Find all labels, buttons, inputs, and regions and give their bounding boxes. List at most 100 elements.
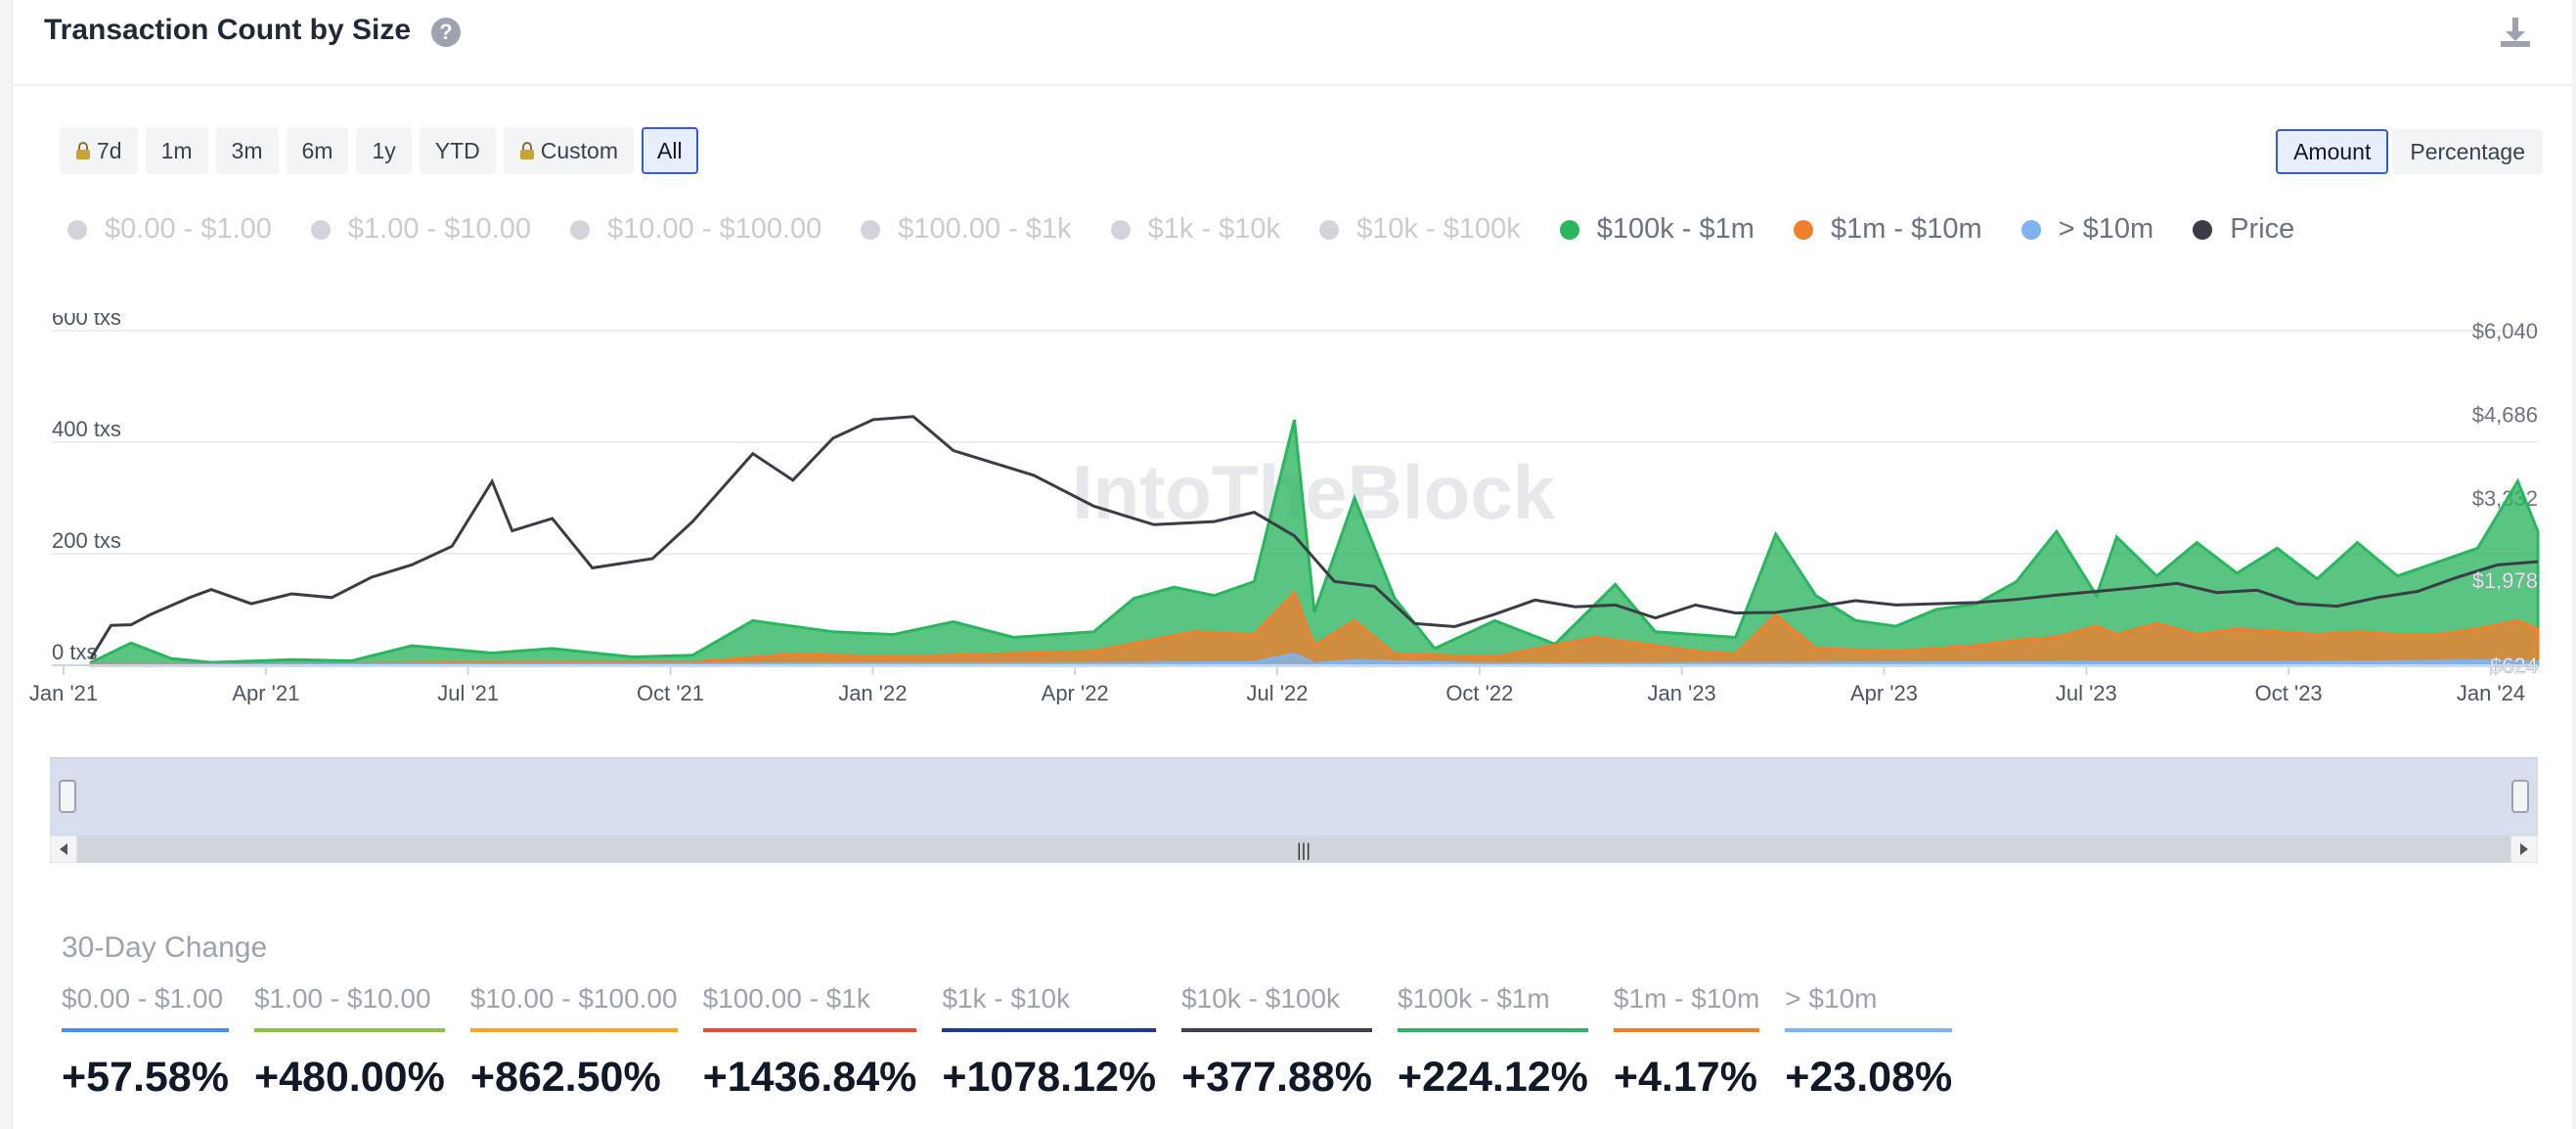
y-axis-tick-label: 0 txs bbox=[52, 640, 97, 664]
legend-label: $1m - $10m bbox=[1830, 213, 1982, 245]
range-navigator[interactable]: ||| bbox=[50, 757, 2538, 863]
price-axis-tick-label: $4,686 bbox=[2472, 403, 2538, 428]
legend-item[interactable]: > $10m bbox=[2021, 213, 2154, 246]
x-axis-tick-label: Apr '21 bbox=[232, 681, 299, 704]
time-range-selector: 7d 1m 3m 6m 1y YTD Custom All bbox=[60, 127, 698, 174]
x-axis-tick-label: Jan '21 bbox=[29, 681, 98, 704]
x-axis-tick-label: Jan '23 bbox=[1648, 681, 1716, 704]
legend-item[interactable]: Price bbox=[2193, 213, 2294, 246]
stat-label: $0.00 - $1.00 bbox=[62, 983, 229, 1032]
legend-marker bbox=[1793, 219, 1813, 240]
range-button-label: 3m bbox=[231, 137, 263, 163]
legend-marker bbox=[569, 219, 590, 240]
stat-label: $100.00 - $1k bbox=[702, 983, 917, 1032]
scroll-right-arrow-icon bbox=[2520, 843, 2528, 855]
range-button-1y[interactable]: 1y bbox=[356, 127, 412, 174]
legend-marker bbox=[1559, 219, 1579, 240]
legend-marker bbox=[67, 219, 87, 240]
stat-label: $1.00 - $10.00 bbox=[253, 983, 445, 1032]
legend-label: > $10m bbox=[2058, 213, 2154, 245]
card-header: Transaction Count by Size ? bbox=[13, 0, 2572, 86]
x-axis-tick-label: Jan '22 bbox=[838, 681, 907, 704]
legend-item[interactable]: $100.00 - $1k bbox=[861, 213, 1072, 246]
x-axis-tick-label: Oct '23 bbox=[2255, 681, 2323, 704]
price-line bbox=[89, 415, 2539, 659]
x-axis-tick-label: Oct '21 bbox=[637, 681, 704, 704]
stat-value: +377.88% bbox=[1181, 1054, 1373, 1101]
range-button-3m[interactable]: 3m bbox=[215, 127, 279, 174]
legend-label: $100k - $1m bbox=[1596, 213, 1754, 245]
legend-label: $10k - $100k bbox=[1356, 213, 1521, 245]
stat-value: +224.12% bbox=[1398, 1054, 1588, 1101]
range-button-ytd[interactable]: YTD bbox=[419, 127, 496, 174]
y-axis-tick-label: 200 txs bbox=[52, 528, 121, 553]
navigator-selection bbox=[50, 757, 2538, 835]
x-axis-tick-label: Oct '22 bbox=[1445, 681, 1513, 704]
legend-label: $10.00 - $100.00 bbox=[606, 213, 822, 245]
navigator-right-handle[interactable] bbox=[2511, 780, 2529, 813]
stat-item: $1.00 - $10.00 +480.00% bbox=[253, 983, 445, 1102]
download-icon[interactable] bbox=[2496, 14, 2535, 53]
stat-item: $100.00 - $1k +1436.84% bbox=[702, 983, 917, 1102]
x-axis-tick-label: Jul '23 bbox=[2056, 681, 2117, 704]
x-axis-tick-label: Jul '21 bbox=[437, 681, 499, 704]
legend-label: Price bbox=[2230, 213, 2295, 245]
range-button-label: All bbox=[657, 137, 683, 163]
stat-item: $10.00 - $100.00 +862.50% bbox=[469, 983, 678, 1102]
range-button-label: 6m bbox=[301, 137, 333, 163]
legend-item[interactable]: $10k - $100k bbox=[1319, 213, 1521, 246]
stat-item: $10k - $100k +377.88% bbox=[1181, 983, 1373, 1102]
stat-label: $100k - $1m bbox=[1398, 983, 1588, 1032]
legend-item[interactable]: $1m - $10m bbox=[1793, 213, 1982, 246]
stat-value: +1436.84% bbox=[702, 1054, 917, 1101]
range-button-1m[interactable]: 1m bbox=[145, 127, 208, 174]
stats-title: 30-Day Change bbox=[62, 931, 268, 964]
mode-button-amount[interactable]: Amount bbox=[2276, 129, 2389, 174]
stat-label: > $10m bbox=[1785, 983, 1953, 1032]
legend-label: $1k - $10k bbox=[1147, 213, 1281, 245]
stat-label: $10k - $100k bbox=[1181, 983, 1373, 1032]
navigator-left-handle[interactable] bbox=[59, 780, 76, 813]
legend-item[interactable]: $1.00 - $10.00 bbox=[310, 213, 531, 246]
legend-item[interactable]: $0.00 - $1.00 bbox=[67, 213, 272, 246]
x-axis-tick-label: Apr '22 bbox=[1042, 681, 1109, 704]
current-price-label: $1,978 bbox=[2472, 568, 2538, 593]
lock-icon bbox=[519, 142, 534, 159]
scroll-left-arrow-icon bbox=[60, 843, 67, 855]
legend-item[interactable]: $10.00 - $100.00 bbox=[569, 213, 822, 246]
chart-legend: $0.00 - $1.00 $1.00 - $10.00 $10.00 - $100… bbox=[67, 213, 2333, 246]
legend-marker bbox=[1319, 219, 1340, 240]
price-axis-tick-label: $6,040 bbox=[2472, 319, 2538, 343]
series-area-2 bbox=[90, 653, 2540, 667]
stat-label: $1m - $10m bbox=[1613, 983, 1760, 1032]
legend-item[interactable]: $1k - $10k bbox=[1110, 213, 1281, 246]
range-button-custom[interactable]: Custom bbox=[503, 127, 634, 174]
watermark: IntoTheBlock bbox=[1072, 449, 1556, 535]
chart-card: Transaction Count by Size ? 7d 1m 3m 6m 1y YT… bbox=[12, 0, 2572, 1129]
legend-item[interactable]: $100k - $1m bbox=[1559, 213, 1754, 246]
range-button-6m[interactable]: 6m bbox=[286, 127, 349, 174]
scroll-thumb-grip[interactable]: ||| bbox=[1297, 840, 1310, 860]
mode-button-percentage[interactable]: Percentage bbox=[2392, 129, 2543, 174]
range-button-7d[interactable]: 7d bbox=[60, 127, 138, 174]
legend-label: $100.00 - $1k bbox=[898, 213, 1072, 245]
help-icon[interactable]: ? bbox=[431, 18, 461, 47]
x-axis-tick-label: Jul '22 bbox=[1247, 681, 1309, 704]
range-button-all[interactable]: All bbox=[642, 127, 698, 174]
series-area-1 bbox=[89, 590, 2540, 667]
stat-value: +1078.12% bbox=[942, 1054, 1157, 1101]
display-mode-selector: Amount Percentage bbox=[2276, 129, 2543, 174]
x-axis-tick-label: Apr '23 bbox=[1850, 681, 1918, 704]
stat-value: +4.17% bbox=[1613, 1054, 1757, 1101]
stat-item: $0.00 - $1.00 +57.58% bbox=[62, 983, 229, 1102]
page-title: Transaction Count by Size bbox=[44, 14, 412, 46]
x-axis-tick-label: Jan '24 bbox=[2457, 681, 2525, 704]
y-axis-tick-label: 400 txs bbox=[52, 417, 121, 441]
stat-value: +480.00% bbox=[253, 1054, 445, 1101]
navigator-scrollbar[interactable] bbox=[50, 835, 2538, 863]
legend-label: $0.00 - $1.00 bbox=[105, 213, 272, 245]
stat-label: $10.00 - $100.00 bbox=[469, 983, 678, 1032]
stat-value: +57.58% bbox=[62, 1054, 229, 1101]
range-button-label: 7d bbox=[97, 137, 122, 163]
